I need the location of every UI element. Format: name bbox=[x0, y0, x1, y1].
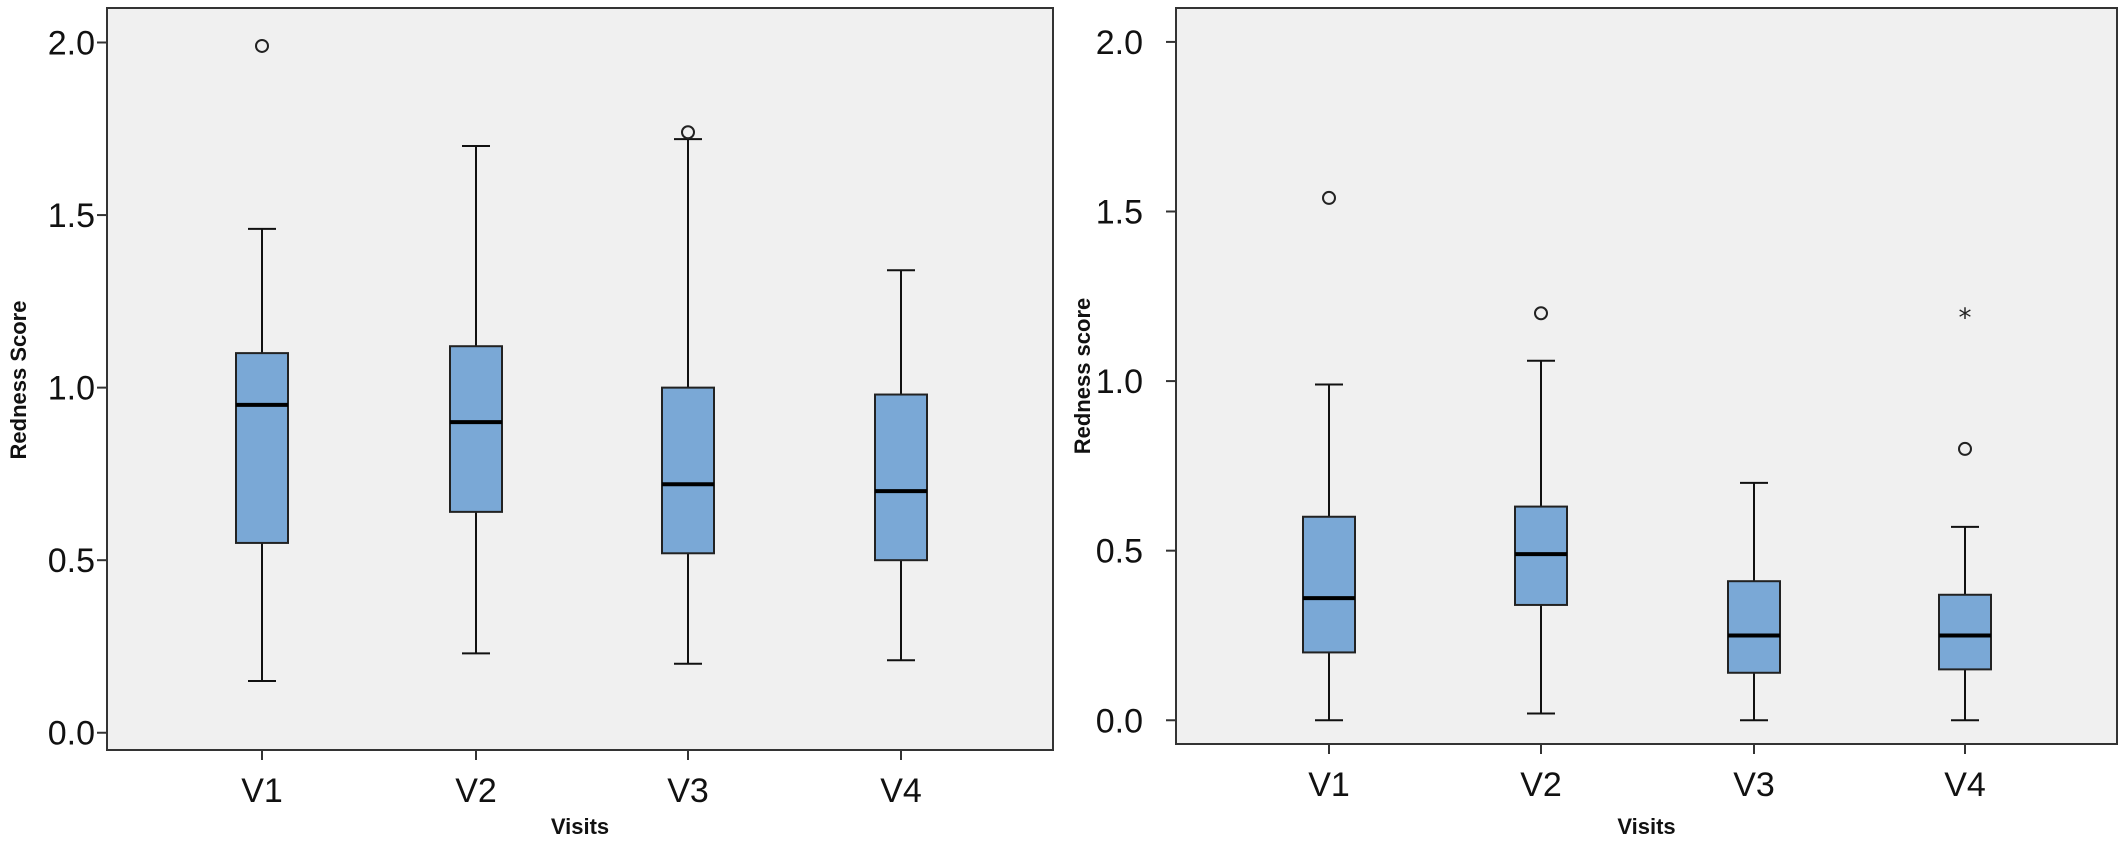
y-tick-label: 2.0 bbox=[1096, 24, 1143, 62]
x-axis-title: Visits bbox=[1617, 814, 1675, 839]
y-axis-title: Redness Score bbox=[6, 301, 31, 460]
y-tick-label: 1.5 bbox=[1096, 194, 1143, 232]
box-V1 bbox=[1302, 515, 1356, 654]
box-V4 bbox=[874, 393, 928, 562]
y-tick-label: 0.0 bbox=[48, 715, 95, 753]
box-V4 bbox=[1938, 593, 1992, 671]
outlier-point bbox=[1534, 306, 1548, 321]
y-tick-label: 0.0 bbox=[1096, 702, 1143, 740]
outlier-point bbox=[681, 125, 695, 140]
box-V1 bbox=[235, 352, 289, 544]
y-axis-title: Redness score bbox=[1070, 298, 1095, 455]
y-tick-label: 0.5 bbox=[1096, 533, 1143, 571]
y-tick-label: 0.5 bbox=[48, 542, 95, 580]
x-tick-label: V1 bbox=[241, 772, 283, 810]
outlier-point bbox=[1322, 190, 1336, 205]
y-tick-label: 1.0 bbox=[48, 370, 95, 408]
box-V3 bbox=[1727, 580, 1781, 674]
x-tick-label: V2 bbox=[1520, 766, 1562, 804]
x-tick-label: V2 bbox=[455, 772, 497, 810]
x-tick-label: V3 bbox=[667, 772, 709, 810]
x-tick-label: V1 bbox=[1308, 766, 1350, 804]
box-V3 bbox=[661, 386, 715, 555]
x-axis-title: Visits bbox=[551, 814, 609, 839]
x-tick-label: V4 bbox=[1944, 766, 1986, 804]
y-tick-label: 2.0 bbox=[48, 25, 95, 63]
x-tick-label: V4 bbox=[880, 772, 922, 810]
y-tick-label: 1.0 bbox=[1096, 363, 1143, 401]
y-tick-label: 1.5 bbox=[48, 197, 95, 235]
chart-panel-1: 0.0 0.5 1.0 1.5 2.0 Redness Score Visits V1 V2 V3… bbox=[6, 7, 1054, 839]
chart-panel-2: 0.0 0.5 1.0 1.5 2.0 Redness score Visits V1 V2 V3… bbox=[1070, 7, 2118, 839]
outlier-point bbox=[1958, 441, 1972, 456]
x-tick-label: V3 bbox=[1733, 766, 1775, 804]
extreme-point: * bbox=[1959, 303, 1972, 333]
box-V2 bbox=[449, 345, 503, 513]
outlier-point bbox=[255, 38, 269, 53]
